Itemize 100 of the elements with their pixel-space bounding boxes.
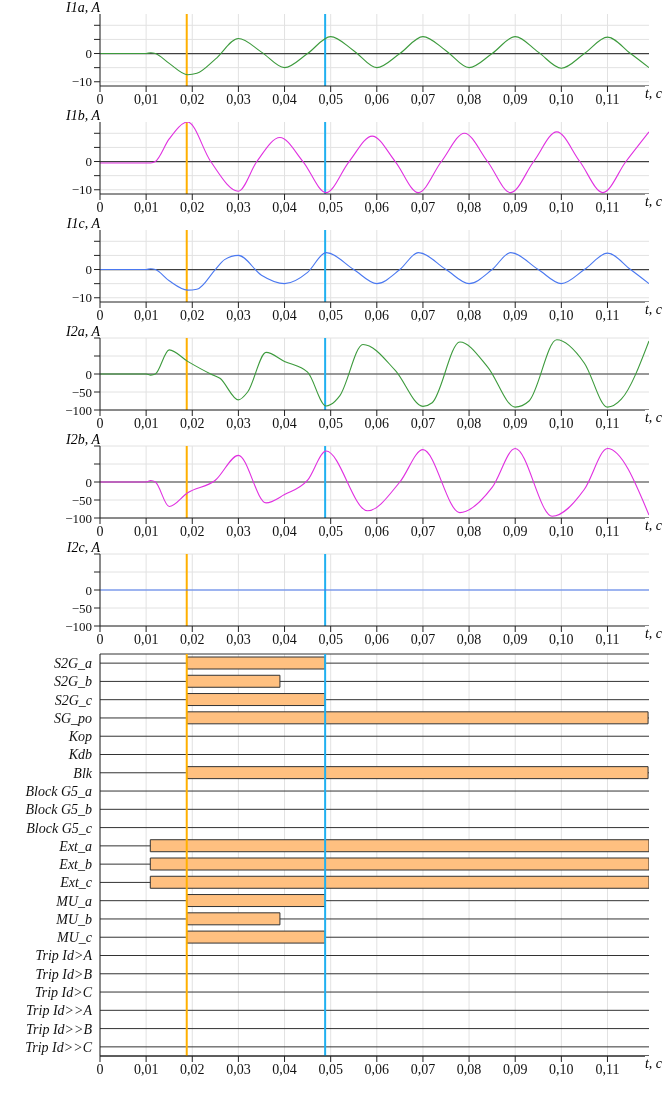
x-axis-title: t, c (644, 626, 662, 642)
x-tick-label: 0,05 (318, 199, 343, 215)
x-tick-label: 0,07 (410, 631, 436, 647)
x-tick-label: 0,07 (410, 523, 436, 539)
x-tick-label: 0,10 (549, 307, 574, 323)
y-axis-title: I1a, A (65, 0, 100, 16)
y-tick-label: −100 (65, 402, 92, 418)
x-tick-label: 0,11 (595, 91, 620, 107)
x-tick-label: 0,11 (595, 307, 620, 323)
x-tick-label: 0,03 (226, 415, 251, 431)
x-tick-label: 0,06 (364, 415, 390, 431)
x-tick-label: 0,11 (595, 415, 620, 431)
x-tick-label: 0,02 (180, 307, 205, 323)
y-tick-label: MU_a (55, 893, 92, 909)
x-tick-label: 0,04 (272, 631, 297, 647)
x-tick-label: 0,01 (133, 307, 159, 323)
x-tick-label: 0,11 (595, 523, 620, 539)
x-tick-label: 0,04 (272, 415, 297, 431)
x-tick-label: 0 (96, 1061, 104, 1077)
x-tick-label: 0,03 (226, 631, 251, 647)
x-tick-label: 0,09 (502, 631, 528, 647)
x-tick-label: 0 (96, 631, 104, 647)
y-tick-label: −10 (71, 290, 92, 306)
x-tick-label: 0,01 (133, 631, 159, 647)
x-tick-label: 0,09 (502, 91, 528, 107)
x-tick-label: 0,01 (133, 1061, 159, 1077)
y-tick-label: Block G5_b (25, 802, 92, 818)
y-tick-label: −100 (65, 510, 92, 526)
x-tick-label: 0,11 (595, 199, 620, 215)
x-tick-label: 0,02 (180, 199, 205, 215)
x-tick-label: 0,04 (272, 91, 297, 107)
y-tick-label: 0 (85, 46, 92, 62)
y-tick-label: −50 (71, 492, 92, 508)
x-axis-title: t, c (644, 410, 662, 426)
y-tick-label: −50 (71, 600, 92, 616)
x-tick-label: 0,08 (456, 1061, 482, 1077)
x-tick-label: 0,07 (410, 199, 436, 215)
x-tick-label: 0,09 (502, 415, 528, 431)
x-tick-label: 0,06 (364, 307, 390, 323)
y-tick-label: Trip Id>C (34, 985, 93, 1001)
x-tick-label: 0,06 (364, 199, 390, 215)
x-tick-label: 0,02 (180, 91, 205, 107)
x-tick-label: 0,05 (318, 91, 343, 107)
x-axis-title: t, c (644, 1056, 662, 1072)
y-tick-label: 0 (85, 154, 92, 170)
y-tick-label: 0 (85, 366, 92, 382)
x-tick-label: 0,09 (502, 523, 528, 539)
x-tick-label: 0,10 (549, 523, 574, 539)
y-tick-label: Ext_c (59, 875, 93, 891)
y-tick-label: Trip Id>>C (25, 1039, 93, 1055)
x-tick-label: 0,10 (549, 199, 574, 215)
y-axis-title: I1c, A (65, 216, 100, 232)
y-tick-label: Trip Id>A (35, 948, 93, 964)
x-tick-label: 0,01 (133, 523, 159, 539)
x-tick-label: 0,08 (456, 91, 482, 107)
y-tick-label: Kop (67, 729, 92, 745)
y-tick-label: −10 (71, 182, 92, 198)
y-tick-label: −50 (71, 384, 92, 400)
y-tick-label: Blk (73, 765, 93, 781)
y-tick-label: −100 (65, 618, 92, 634)
x-tick-label: 0,07 (410, 415, 436, 431)
x-tick-label: 0,08 (456, 523, 482, 539)
x-tick-label: 0,09 (502, 307, 528, 323)
y-tick-label: Block G5_a (25, 784, 92, 800)
x-tick-label: 0,06 (364, 91, 390, 107)
x-axis-title: t, c (644, 518, 662, 534)
x-tick-label: 0,08 (456, 415, 482, 431)
x-tick-label: 0,05 (318, 1061, 343, 1077)
x-tick-label: 0,02 (180, 415, 205, 431)
x-tick-label: 0,05 (318, 631, 343, 647)
x-tick-label: 0,02 (180, 1061, 205, 1077)
x-tick-label: 0,09 (502, 1061, 528, 1077)
x-tick-label: 0,08 (456, 631, 482, 647)
x-tick-label: 0,03 (226, 1061, 251, 1077)
x-tick-label: 0,04 (272, 1061, 297, 1077)
y-axis-title: I2c, A (65, 540, 100, 556)
y-tick-label: MU_b (55, 911, 92, 927)
y-tick-label: 0 (85, 474, 92, 490)
y-tick-label: Kdb (67, 747, 92, 763)
y-tick-label: Trip Id>>A (26, 1003, 93, 1019)
y-tick-label: MU_c (56, 930, 93, 946)
x-tick-label: 0 (96, 307, 104, 323)
x-tick-label: 0,03 (226, 523, 251, 539)
y-tick-label: Trip Id>>B (26, 1021, 93, 1037)
x-tick-label: 0,04 (272, 307, 297, 323)
x-tick-label: 0,01 (133, 415, 159, 431)
x-tick-label: 0,09 (502, 199, 528, 215)
x-axis-title: t, c (644, 86, 662, 102)
x-tick-label: 0,08 (456, 199, 482, 215)
y-tick-label: Ext_a (58, 838, 92, 854)
x-tick-label: 0,05 (318, 523, 343, 539)
x-tick-label: 0 (96, 523, 104, 539)
y-tick-label: Trip Id>B (35, 966, 93, 982)
y-tick-label: 0 (85, 582, 92, 598)
y-tick-label: −10 (71, 74, 92, 90)
x-tick-label: 0,01 (133, 91, 159, 107)
x-tick-label: 0,02 (180, 523, 205, 539)
y-tick-label: SG_po (53, 710, 92, 726)
y-axis-title: I1b, A (65, 108, 100, 124)
x-tick-label: 0,10 (549, 91, 574, 107)
